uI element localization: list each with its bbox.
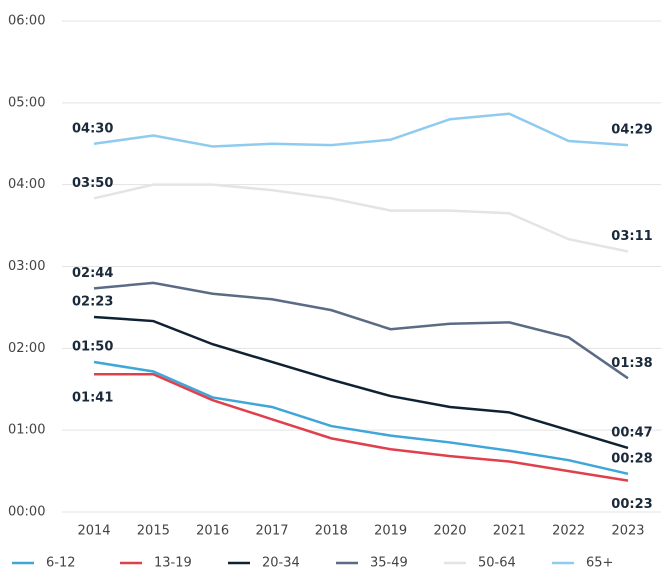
x-tick-label: 2020 [433,524,466,539]
x-tick-label: 2022 [552,524,585,539]
x-tick-label: 2019 [374,524,407,539]
data-label: 01:50 [72,339,113,354]
y-tick-label: 02:00 [8,341,45,356]
x-tick-label: 2021 [493,524,526,539]
legend-label: 65+ [586,556,613,570]
legend-label: 13-19 [154,556,192,570]
x-tick-label: 2016 [196,524,229,539]
x-tick-label: 2018 [315,524,348,539]
series-line [93,281,629,380]
y-tick-label: 03:00 [8,259,45,274]
data-label: 01:38 [611,356,652,371]
x-tick-label: 2023 [611,524,644,539]
data-label: 01:41 [72,391,113,406]
legend-label: 20-34 [262,556,300,570]
data-label: 00:47 [611,425,652,440]
series-line [93,360,629,476]
data-label: 02:23 [72,294,113,309]
y-tick-label: 06:00 [8,14,45,29]
y-tick-label: 00:00 [8,505,45,520]
x-tick-label: 2015 [137,524,170,539]
series-line [93,112,629,148]
legend-label: 50-64 [478,556,516,570]
data-label: 00:28 [611,451,652,466]
y-tick-label: 05:00 [8,95,45,110]
x-tick-label: 2014 [77,524,110,539]
series-line [94,372,629,482]
legend-label: 35-49 [370,556,408,570]
data-label: 03:11 [611,229,652,244]
data-label: 03:50 [72,176,113,191]
data-label: 00:23 [611,497,652,512]
y-tick-label: 01:00 [8,423,45,438]
y-tick-label: 04:00 [8,177,45,192]
x-tick-label: 2017 [255,524,288,539]
data-label: 04:30 [72,121,113,136]
data-label: 04:29 [611,123,652,138]
legend-label: 6-12 [46,556,76,570]
series-line [93,183,629,253]
series-line [93,315,629,450]
data-label: 02:44 [72,266,113,281]
